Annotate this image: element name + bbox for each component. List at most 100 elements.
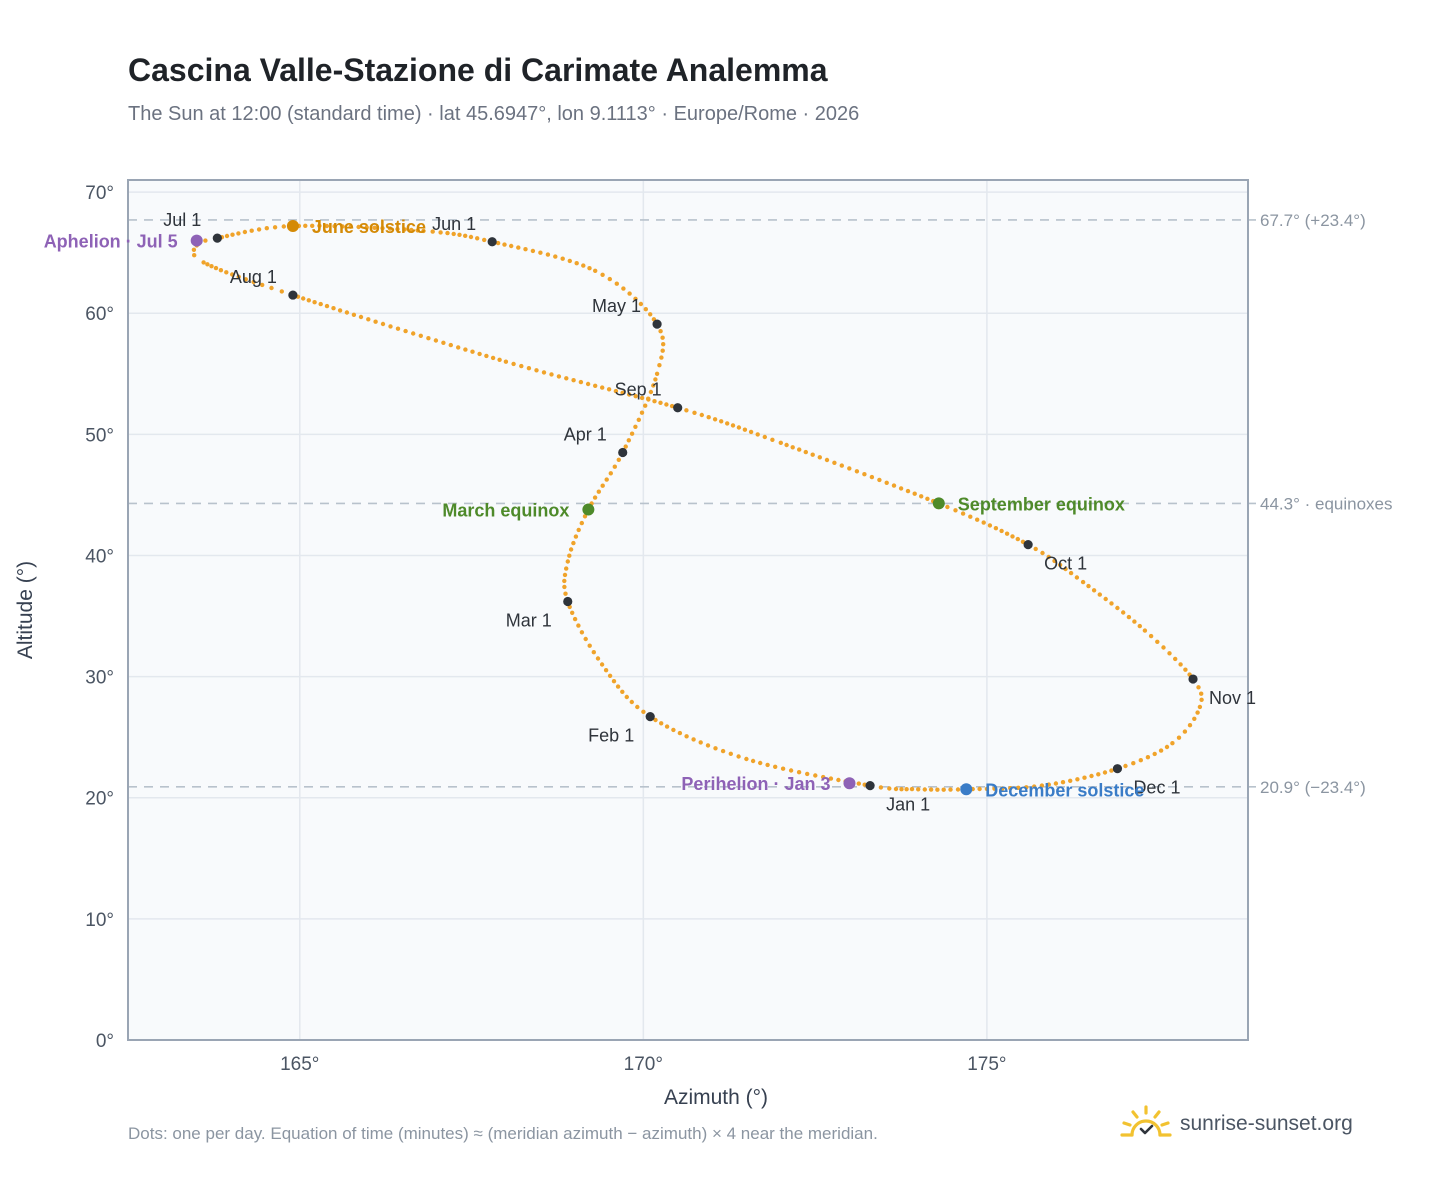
- day-dot: [1052, 558, 1057, 564]
- day-dot: [639, 410, 645, 415]
- day-dot: [1126, 614, 1132, 620]
- day-dot: [1096, 772, 1101, 777]
- day-dot: [448, 342, 453, 348]
- day-dot: [699, 412, 704, 418]
- y-tick-label: 30°: [85, 668, 114, 689]
- day-dot: [893, 786, 899, 792]
- day-dot: [1053, 781, 1059, 786]
- x-axis-title: Azimuth (°): [664, 1086, 768, 1109]
- day-dot: [470, 349, 475, 354]
- day-dot: [847, 466, 852, 471]
- day-dot: [251, 279, 256, 285]
- day-dot: [463, 347, 468, 352]
- day-dot: [993, 526, 999, 531]
- day-dot: [891, 483, 897, 488]
- day-dot: [213, 265, 219, 271]
- month-label: Jan 1: [886, 795, 930, 815]
- day-dot: [925, 496, 930, 501]
- day-dot: [395, 326, 401, 331]
- day-dot: [564, 376, 569, 381]
- day-dot: [1086, 583, 1091, 589]
- day-dot: [1015, 536, 1020, 542]
- day-dot: [563, 591, 568, 596]
- month-marker: [1188, 674, 1198, 684]
- day-dot: [607, 673, 613, 678]
- y-tick-label: 10°: [85, 910, 114, 931]
- month-label: Sep 1: [615, 380, 662, 400]
- day-dot: [1102, 770, 1108, 775]
- sun-logo-icon: [1120, 1105, 1172, 1137]
- day-dot: [604, 477, 609, 482]
- day-dot: [538, 250, 543, 255]
- day-dot: [388, 324, 393, 329]
- day-dot: [503, 359, 509, 364]
- day-dot: [638, 301, 644, 307]
- day-dot: [1137, 623, 1143, 629]
- day-dot: [633, 296, 638, 301]
- day-dot: [620, 390, 625, 395]
- day-dot: [1068, 570, 1074, 576]
- day-dot: [445, 230, 450, 236]
- day-dot: [648, 389, 654, 395]
- day-dot: [415, 228, 420, 233]
- day-dot: [224, 270, 229, 275]
- day-dot: [750, 758, 756, 764]
- day-dot: [1199, 697, 1204, 702]
- day-dot: [1004, 531, 1010, 536]
- day-dot: [626, 438, 631, 443]
- day-dot: [658, 400, 663, 405]
- day-dot: [209, 264, 214, 269]
- day-dot: [784, 442, 789, 448]
- plot-frame: [127, 179, 1249, 1041]
- day-dot: [484, 353, 489, 359]
- event-marker: [286, 220, 299, 233]
- y-tick-label: 70°: [85, 183, 114, 204]
- day-dot: [736, 425, 742, 430]
- day-dot: [351, 312, 357, 317]
- day-dot: [578, 379, 584, 385]
- event-marker: [843, 777, 856, 790]
- day-dot: [306, 298, 311, 303]
- day-dot: [1082, 775, 1087, 780]
- day-dot: [556, 374, 562, 379]
- day-dot: [1039, 783, 1045, 788]
- event-label: March equinox: [442, 500, 569, 520]
- day-dot: [877, 477, 882, 483]
- day-dot: [572, 616, 578, 622]
- day-dot: [468, 234, 474, 240]
- day-dot: [691, 737, 696, 742]
- day-dot: [653, 717, 658, 723]
- day-dot: [430, 229, 435, 234]
- day-dot: [463, 233, 468, 238]
- day-dot: [648, 312, 653, 317]
- day-dot: [523, 247, 528, 252]
- day-dot: [438, 230, 443, 235]
- day-dot: [730, 423, 736, 428]
- day-dot: [677, 730, 683, 736]
- day-dot: [856, 781, 861, 786]
- reference-line-label: 67.7° (+23.4°): [1260, 211, 1366, 230]
- day-dot: [570, 610, 575, 615]
- day-dot: [813, 773, 818, 778]
- day-dot: [742, 427, 748, 432]
- brand[interactable]: sunrise-sunset.org: [1120, 1100, 1353, 1148]
- day-dot: [606, 387, 612, 392]
- month-marker: [865, 781, 875, 791]
- day-dot: [615, 684, 621, 689]
- day-dot: [310, 223, 315, 228]
- day-dot: [912, 491, 917, 496]
- day-dot: [340, 224, 345, 229]
- x-tick-label: 170°: [624, 1054, 663, 1075]
- day-dot: [1000, 786, 1005, 791]
- day-dot: [620, 689, 625, 694]
- day-dot: [482, 237, 487, 243]
- day-dot: [898, 486, 904, 491]
- month-label: Jun 1: [432, 214, 476, 234]
- day-dot: [832, 460, 837, 465]
- day-dot: [862, 472, 867, 477]
- day-dot: [312, 300, 317, 305]
- y-tick-label: 20°: [85, 789, 114, 810]
- day-dot: [380, 226, 385, 231]
- day-dot: [1089, 773, 1094, 779]
- x-tick-label: 175°: [967, 1054, 1006, 1075]
